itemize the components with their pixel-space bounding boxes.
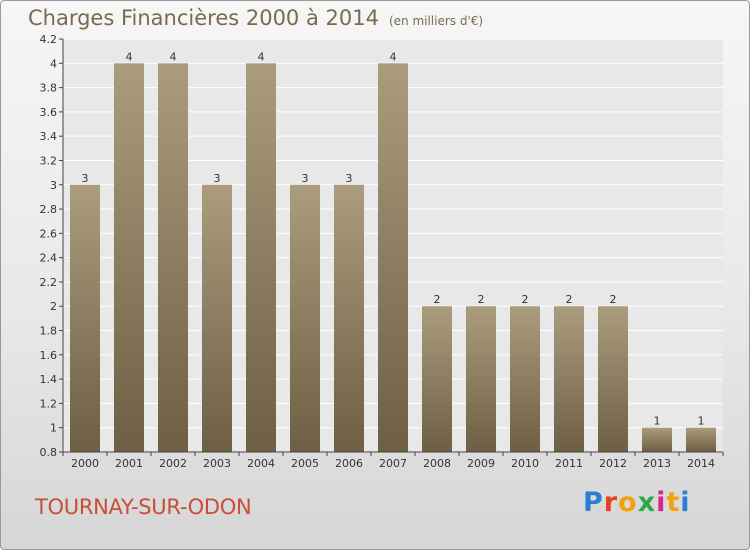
chart-subtitle: (en milliers d'€) (388, 14, 484, 28)
x-tick-label: 2003 (203, 457, 231, 470)
y-tick-label: 3 (50, 179, 57, 192)
x-axis: 2000 2001 2002 2003 2004 2005 2006 2007 2008 2009… (62, 451, 724, 470)
bar-2007 (378, 63, 408, 452)
brand-logo-letter: i (680, 487, 691, 518)
value-label: 4 (126, 50, 133, 63)
value-label: 3 (302, 172, 309, 185)
y-tick-label: 0.8 (40, 446, 58, 459)
x-tick-label: 2014 (687, 457, 715, 470)
y-tick-label: 2.8 (40, 203, 58, 216)
x-tick-label: 2010 (511, 457, 539, 470)
bars (70, 63, 716, 452)
y-tick-label: 1.8 (40, 325, 58, 338)
y-tick-label: 1.6 (40, 349, 58, 362)
value-label: 2 (522, 293, 529, 306)
bar-2010 (510, 306, 540, 452)
bar-2006 (334, 184, 364, 452)
value-label: 3 (214, 172, 221, 185)
x-tick-label: 2002 (159, 457, 187, 470)
x-tick-label: 2000 (71, 457, 99, 470)
chart-title: Charges Financières 2000 à 2014 (en milli… (28, 6, 483, 30)
value-label: 4 (390, 50, 397, 63)
x-tick-label: 2006 (335, 457, 363, 470)
x-tick-label: 2007 (379, 457, 407, 470)
y-tick-label: 2.2 (40, 276, 58, 289)
y-tick-label: 1 (50, 422, 57, 435)
x-tick-label: 2001 (115, 457, 143, 470)
value-label: 3 (346, 172, 353, 185)
brand-logo-letter: i (656, 487, 667, 518)
brand-logo-letter: t (666, 487, 681, 518)
bar-2005 (290, 184, 320, 452)
y-tick-label: 1.4 (40, 373, 58, 386)
brand-logo-letter: r (603, 487, 619, 518)
y-tick-label: 2 (50, 300, 57, 313)
brand-logo-letter: P (583, 487, 604, 518)
y-tick-label: 3.6 (40, 106, 58, 119)
bar-2012 (598, 306, 628, 452)
bar-2008 (422, 306, 452, 452)
value-label: 1 (698, 415, 705, 428)
bar-2002 (158, 63, 188, 452)
value-labels: 3 4 4 3 4 3 3 4 2 2 2 2 2 1 1 (82, 50, 705, 427)
value-label: 1 (654, 415, 661, 428)
x-tick-label: 2011 (555, 457, 583, 470)
y-tick-label: 3.4 (40, 130, 58, 143)
bar-2000 (70, 184, 100, 452)
bar-2001 (114, 63, 144, 452)
bar-2013 (642, 427, 672, 452)
y-tick-label: 4 (50, 57, 57, 70)
x-tick-label: 2013 (643, 457, 671, 470)
value-label: 4 (258, 50, 265, 63)
y-axis: 0.8 1 1.2 1.4 1.6 1.8 2 2.2 2.4 2.6 2.8 3 3.2 3.4 3.6 3… (40, 33, 64, 459)
y-tick-label: 3.8 (40, 82, 58, 95)
y-tick-label: 1.2 (40, 397, 58, 410)
value-label: 2 (610, 293, 617, 306)
chart-title-text: Charges Financières 2000 à 2014 (28, 6, 379, 30)
value-label: 2 (566, 293, 573, 306)
x-tick-label: 2004 (247, 457, 275, 470)
y-tick-label: 2.6 (40, 227, 58, 240)
value-label: 4 (170, 50, 177, 63)
y-tick-label: 4.2 (40, 33, 58, 46)
bar-2011 (554, 306, 584, 452)
y-tick-label: 3.2 (40, 154, 58, 167)
x-tick-label: 2012 (599, 457, 627, 470)
bar-2014 (686, 427, 716, 452)
brand-logo: Proxiti (583, 487, 691, 518)
location-name: TOURNAY-SUR-ODON (35, 495, 252, 519)
value-label: 3 (82, 172, 89, 185)
bar-2009 (466, 306, 496, 452)
value-label: 2 (434, 293, 441, 306)
bar-2003 (202, 184, 232, 452)
brand-logo-letter: o (618, 487, 638, 518)
x-tick-label: 2009 (467, 457, 495, 470)
x-tick-label: 2005 (291, 457, 319, 470)
x-tick-label: 2008 (423, 457, 451, 470)
value-label: 2 (478, 293, 485, 306)
y-tick-label: 2.4 (40, 252, 58, 265)
brand-logo-letter: x (637, 487, 657, 518)
bar-2004 (246, 63, 276, 452)
